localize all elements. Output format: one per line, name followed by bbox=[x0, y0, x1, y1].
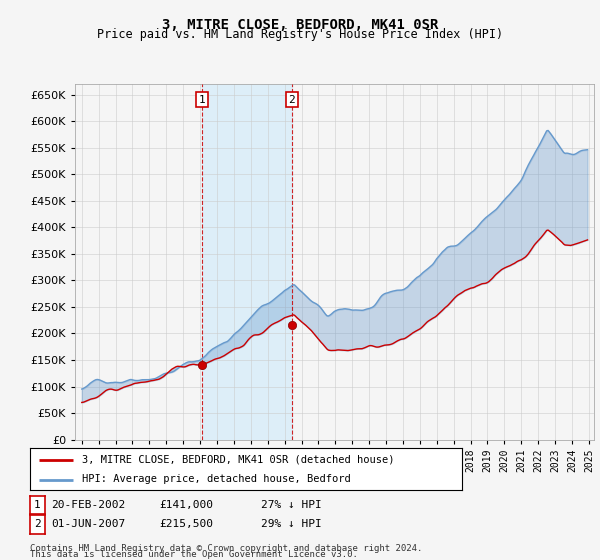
Text: £215,500: £215,500 bbox=[159, 520, 213, 529]
Text: £141,000: £141,000 bbox=[159, 500, 213, 510]
Text: 3, MITRE CLOSE, BEDFORD, MK41 0SR: 3, MITRE CLOSE, BEDFORD, MK41 0SR bbox=[162, 18, 438, 32]
Text: HPI: Average price, detached house, Bedford: HPI: Average price, detached house, Bedf… bbox=[82, 474, 350, 484]
Text: 01-JUN-2007: 01-JUN-2007 bbox=[51, 520, 125, 529]
Text: 2: 2 bbox=[34, 520, 41, 529]
Text: 1: 1 bbox=[199, 95, 206, 105]
Text: 20-FEB-2002: 20-FEB-2002 bbox=[51, 500, 125, 510]
Text: 1: 1 bbox=[34, 500, 41, 510]
Text: 29% ↓ HPI: 29% ↓ HPI bbox=[261, 520, 322, 529]
Text: 27% ↓ HPI: 27% ↓ HPI bbox=[261, 500, 322, 510]
Text: 3, MITRE CLOSE, BEDFORD, MK41 0SR (detached house): 3, MITRE CLOSE, BEDFORD, MK41 0SR (detac… bbox=[82, 455, 394, 465]
Bar bbox=[202, 84, 292, 440]
Text: This data is licensed under the Open Government Licence v3.0.: This data is licensed under the Open Gov… bbox=[30, 550, 358, 559]
Text: Contains HM Land Registry data © Crown copyright and database right 2024.: Contains HM Land Registry data © Crown c… bbox=[30, 544, 422, 553]
Text: 2: 2 bbox=[289, 95, 295, 105]
Text: Price paid vs. HM Land Registry's House Price Index (HPI): Price paid vs. HM Land Registry's House … bbox=[97, 28, 503, 41]
